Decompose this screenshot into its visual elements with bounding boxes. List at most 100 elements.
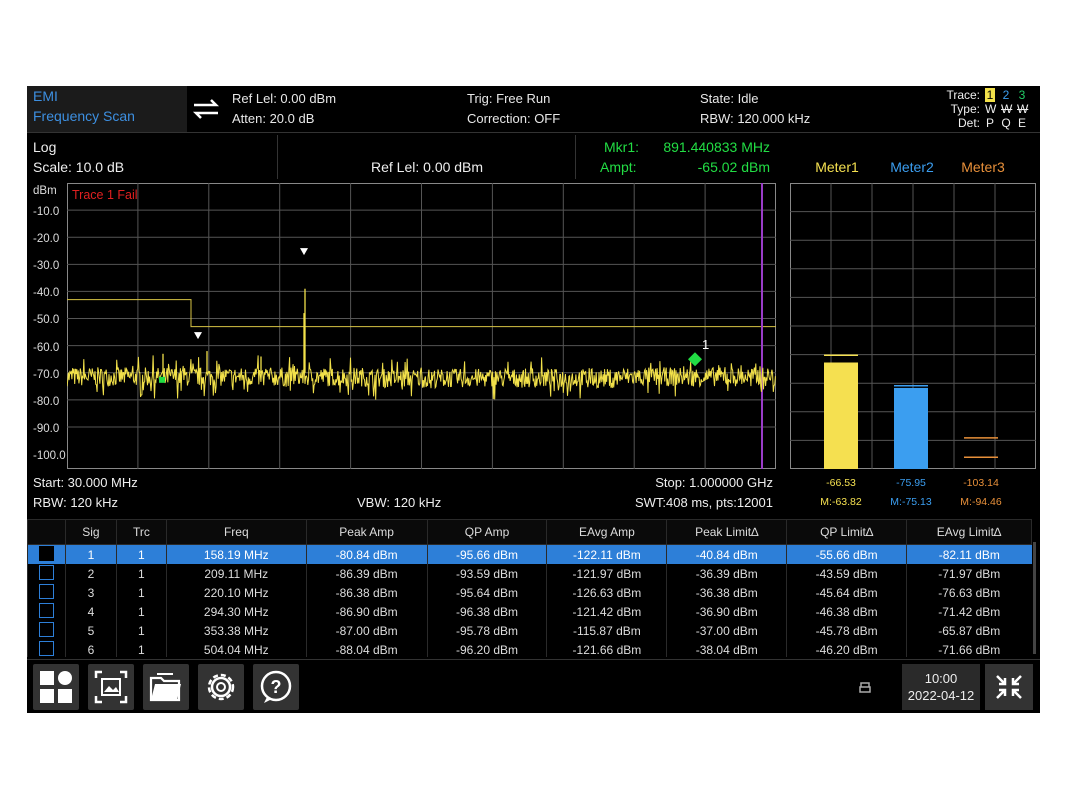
taskbar: ? 10:00 2022-04-12 <box>27 659 1040 713</box>
table-row[interactable]: 2 1 209.11 MHz -86.39 dBm -93.59 dBm -121.97 … <box>27 564 1032 583</box>
trace-1-det: P <box>985 116 994 130</box>
trace-3-num[interactable]: 3 <box>1018 88 1026 102</box>
meter-bar <box>894 387 928 469</box>
start-frequency: Start: 30.000 MHz <box>33 475 138 490</box>
row-checkbox[interactable] <box>38 545 54 561</box>
table-cell: -36.39 dBm <box>666 564 787 583</box>
clock[interactable]: 10:00 2022-04-12 <box>902 664 980 710</box>
row-select-cell[interactable] <box>27 640 66 657</box>
table-row[interactable]: 1 1 158.19 MHz -80.84 dBm -95.66 dBm -122.11 … <box>27 544 1032 564</box>
table-cell: -86.38 dBm <box>305 583 428 602</box>
table-row[interactable]: 6 1 504.04 MHz -88.04 dBm -96.20 dBm -121.66 … <box>27 640 1032 657</box>
table-cell: -121.66 dBm <box>546 640 667 657</box>
signal-markers <box>159 248 308 383</box>
spectrum-plot[interactable]: 1 Trace 1 Fail <box>67 183 776 469</box>
table-cell: 5 <box>64 621 117 640</box>
y-axis-tick-label: -30.0 <box>33 260 60 273</box>
row-checkbox[interactable] <box>38 602 54 618</box>
table-cell: -88.04 dBm <box>305 640 428 657</box>
swap-arrows-icon[interactable] <box>189 92 223 126</box>
column-header[interactable]: EAvg Limit∆ <box>906 519 1032 545</box>
home-grid-icon[interactable] <box>33 664 79 710</box>
table-cell: -36.90 dBm <box>666 602 787 621</box>
meter-value: -66.53 <box>826 477 856 489</box>
meter-value: -103.14 <box>963 477 999 489</box>
table-row[interactable]: 3 1 220.10 MHz -86.38 dBm -95.64 dBm -126.63 … <box>27 583 1032 602</box>
row-select-cell[interactable] <box>27 621 66 640</box>
row-select-cell[interactable] <box>27 544 66 564</box>
table-cell: -95.64 dBm <box>426 583 547 602</box>
marker-1-label: 1 <box>702 337 709 352</box>
row-select-cell[interactable] <box>27 602 66 621</box>
column-header[interactable]: Sig <box>64 519 117 545</box>
signal-table[interactable]: Sig Trc Freq Peak Amp QP Amp EAvg Amp Pe… <box>27 519 1032 657</box>
marker-frequency: 891.440833 MHz <box>663 139 770 155</box>
y-axis-tick-label: -50.0 <box>33 314 60 327</box>
table-cell: 294.30 MHz <box>165 602 307 621</box>
table-cell: -43.59 dBm <box>786 564 907 583</box>
scale-readout: Scale: 10.0 dB <box>33 159 125 175</box>
table-cell: 158.19 MHz <box>165 544 307 564</box>
trace-3-type: W <box>1017 102 1029 116</box>
signal-marker <box>300 248 308 256</box>
stop-frequency: Stop: 1.000000 GHz <box>655 475 773 490</box>
trace-1-num[interactable]: 1 <box>985 88 995 102</box>
signal-peaks <box>162 288 306 373</box>
table-scrollbar[interactable] <box>1033 542 1036 654</box>
svg-text:?: ? <box>271 677 282 697</box>
column-header[interactable]: Freq <box>165 519 307 545</box>
marker-label: Mkr1: <box>604 139 639 155</box>
meter-max-value: M:-75.13 <box>890 496 932 508</box>
trace-info-box[interactable]: Trace: Type: Det: 1 2 3 W W W P Q E <box>932 88 1038 132</box>
rbw-readout: RBW: 120.000 kHz <box>700 111 811 126</box>
row-checkbox[interactable] <box>38 621 54 637</box>
column-header[interactable]: Trc <box>115 519 167 545</box>
table-row[interactable]: 5 1 353.38 MHz -87.00 dBm -95.78 dBm -115.87 … <box>27 621 1032 640</box>
atten-readout: Atten: 20.0 dB <box>232 111 315 126</box>
y-axis-tick-label: -20.0 <box>33 233 60 246</box>
analyzer-screen: EMI Frequency Scan Ref Lel: 0.00 dBm Att… <box>27 86 1040 713</box>
row-checkbox[interactable] <box>38 583 54 599</box>
screenshot-icon[interactable] <box>88 664 134 710</box>
rbw-footer: RBW: 120 kHz <box>33 495 119 510</box>
y-axis-tick-label: -90.0 <box>33 422 60 435</box>
table-cell: -96.38 dBm <box>426 602 547 621</box>
table-row[interactable]: 4 1 294.30 MHz -86.90 dBm -96.38 dBm -121.42 … <box>27 602 1032 621</box>
gear-icon[interactable] <box>198 664 244 710</box>
mode-subtitle: Frequency Scan <box>33 108 135 124</box>
row-select-cell[interactable] <box>27 564 66 583</box>
lock-icon[interactable] <box>856 677 874 697</box>
clock-date: 2022-04-12 <box>907 688 975 703</box>
row-checkbox[interactable] <box>38 564 54 580</box>
row-select-cell[interactable] <box>27 583 66 602</box>
minimize-arrows-icon[interactable] <box>985 664 1033 710</box>
sweep-time: SWT:408 ms, pts:12001 <box>634 495 773 510</box>
column-header[interactable]: Peak Limit∆ <box>666 519 788 545</box>
ref-level-info: Ref Lel: 0.00 dBm <box>371 159 484 175</box>
table-cell: -55.66 dBm <box>786 544 907 564</box>
row-checkbox[interactable] <box>38 640 54 656</box>
table-cell: -71.97 dBm <box>906 564 1032 583</box>
mode-panel[interactable]: EMI Frequency Scan <box>27 86 187 132</box>
meter3-label[interactable]: Meter3 <box>961 159 1005 175</box>
plot-grid <box>67 183 776 469</box>
table-cell: 209.11 MHz <box>165 564 307 583</box>
y-axis-tick-label: -10.0 <box>33 206 60 218</box>
table-cell: -36.38 dBm <box>666 583 787 602</box>
help-icon[interactable]: ? <box>253 664 299 710</box>
meter-bar <box>824 362 858 469</box>
column-header[interactable]: QP Amp <box>426 519 548 545</box>
table-cell: -40.84 dBm <box>666 544 787 564</box>
clock-time: 10:00 <box>924 671 958 686</box>
vbw-footer: VBW: 120 kHz <box>357 495 442 510</box>
trace-2-num[interactable]: 2 <box>1002 88 1010 102</box>
meter2-label[interactable]: Meter2 <box>890 159 934 175</box>
column-header[interactable]: EAvg Amp <box>546 519 668 545</box>
column-header[interactable]: Peak Amp <box>305 519 428 545</box>
table-header-row: Sig Trc Freq Peak Amp QP Amp EAvg Amp Pe… <box>27 519 1032 545</box>
meter1-label[interactable]: Meter1 <box>815 159 859 175</box>
folder-icon[interactable] <box>143 664 189 710</box>
column-header[interactable]: QP Limit∆ <box>786 519 908 545</box>
scale-mode: Log <box>33 139 57 155</box>
signal-marker <box>159 376 165 383</box>
